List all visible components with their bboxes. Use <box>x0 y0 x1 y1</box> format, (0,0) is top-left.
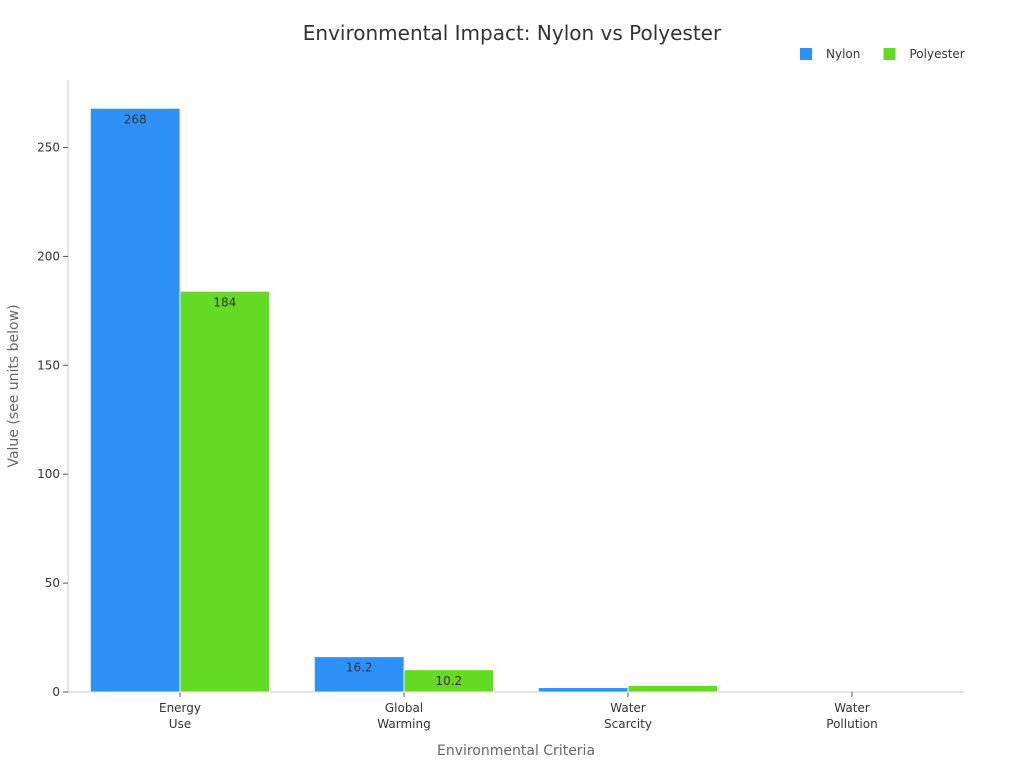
x-axis-ticks: Energy Use Global Warming Water Scarcity Water… <box>159 692 878 731</box>
y-tick-label: 50 <box>45 576 60 590</box>
x-tick-label: Energy Use <box>159 701 201 731</box>
chart-title: Environmental Impact: Nylon vs Polyester <box>303 21 722 45</box>
bars <box>90 107 718 693</box>
data-label: 184 <box>213 295 236 309</box>
legend: Nylon Polyester <box>800 47 965 61</box>
bar-polyester <box>179 290 270 693</box>
bar-nylon <box>538 687 629 693</box>
x-tick-label: Water Scarcity <box>604 701 652 731</box>
y-tick-label: 0 <box>52 685 60 699</box>
bar-polyester <box>627 685 718 693</box>
legend-swatch-nylon <box>800 48 812 60</box>
legend-swatch-polyester <box>883 48 896 60</box>
y-tick-label: 150 <box>37 358 60 372</box>
data-label: 16.2 <box>346 661 373 675</box>
x-tick-label: Water Pollution <box>826 701 877 731</box>
y-axis-label: Value (see units below) <box>6 304 22 467</box>
y-tick-label: 250 <box>37 141 60 155</box>
x-tick-label: Global Warming <box>377 701 430 731</box>
legend-label-nylon: Nylon <box>826 47 860 61</box>
bar-polyester <box>403 669 494 693</box>
x-axis-label: Environmental Criteria <box>437 743 595 759</box>
bar-nylon <box>90 107 181 693</box>
y-tick-label: 200 <box>37 249 60 263</box>
bar-nylon <box>313 656 405 693</box>
data-labels: 268 184 16.2 10.2 <box>124 112 462 687</box>
y-tick-label: 100 <box>37 467 60 481</box>
legend-label-polyester: Polyester <box>910 47 965 61</box>
data-label: 10.2 <box>435 674 462 688</box>
data-label: 268 <box>124 112 147 126</box>
y-axis-ticks: 0 50 100 150 200 250 <box>37 141 68 699</box>
